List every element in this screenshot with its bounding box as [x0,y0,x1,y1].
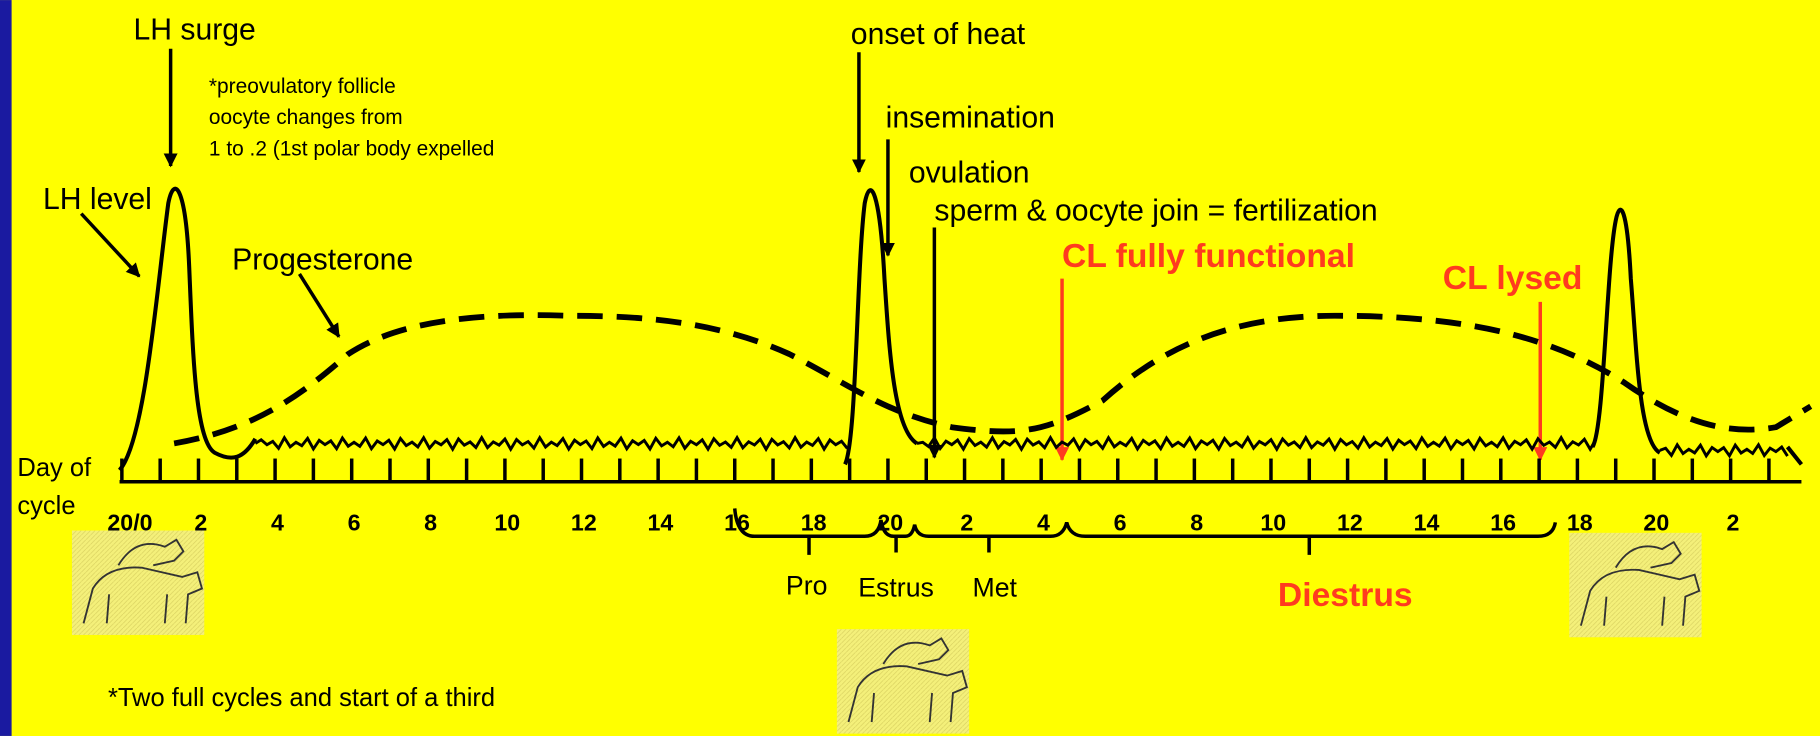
footnote: *Two full cycles and start of a third [108,684,495,712]
lh-baseline-wave [916,434,1598,453]
axis-label: Day of [17,454,92,482]
phase-label: Met [972,573,1017,603]
cow-image [835,628,971,735]
phase-label: Estrus [858,573,934,603]
tick-label: 6 [1114,510,1127,536]
lh-baseline [254,434,1789,459]
tick-label: 8 [424,510,437,536]
tick-label: 8 [1190,510,1203,536]
annotation: Progesterone [232,243,413,276]
cow-image [71,529,206,636]
annotation: LH surge [133,14,255,47]
annotation: CL fully functional [1062,238,1355,275]
side-stripe [0,0,12,736]
axis-ticks: 20/0 2 4 6 8 10 12 14 16 18 20 2 4 6 8 10 12 14 16 18 20 2 [107,458,1771,536]
tick-label: 4 [1037,510,1050,536]
lh-baseline-wave [254,434,849,453]
lh-baseline-wave [1659,442,1789,459]
lh-curve [117,186,1804,472]
axis-label: cycle [17,492,75,520]
tick-label: 2 [194,510,207,536]
note-line: 1 to .2 (1st polar body expelled [209,138,494,161]
annotation: ovulation [909,156,1030,189]
phase-label: Diestrus [1278,577,1413,614]
annotation: insemination [886,102,1055,135]
annotation: LH level [43,183,152,216]
phase-label: Pro [786,570,828,600]
tick-label: 20 [1643,510,1669,536]
red-arrows [1055,278,1548,462]
tick-label: 2 [960,510,973,536]
arrows [79,48,942,459]
tick-label: 10 [494,510,520,536]
annotation: CL lysed [1443,260,1583,297]
progesterone-curve [173,312,1813,447]
tick-label: 14 [648,510,674,536]
tick-label: 4 [271,510,284,536]
tick-label: 18 [801,510,827,536]
note-line: *preovulatory follicle [209,75,396,98]
tick-label: 14 [1414,510,1440,536]
tick-label: 2 [1726,510,1739,536]
cow-image [1568,531,1703,639]
phase-braces [732,508,1558,555]
annotation: onset of heat [851,18,1026,51]
annotation: sperm & oocyte join = fertilization [934,195,1377,228]
note-line: oocyte changes from [209,106,403,129]
tick-label: 6 [348,510,361,536]
tick-label: 16 [1490,510,1516,536]
tick-label: 18 [1567,510,1593,536]
tick-label: 12 [1337,510,1363,536]
tick-label: 10 [1260,510,1286,536]
tick-label: 12 [571,510,597,536]
